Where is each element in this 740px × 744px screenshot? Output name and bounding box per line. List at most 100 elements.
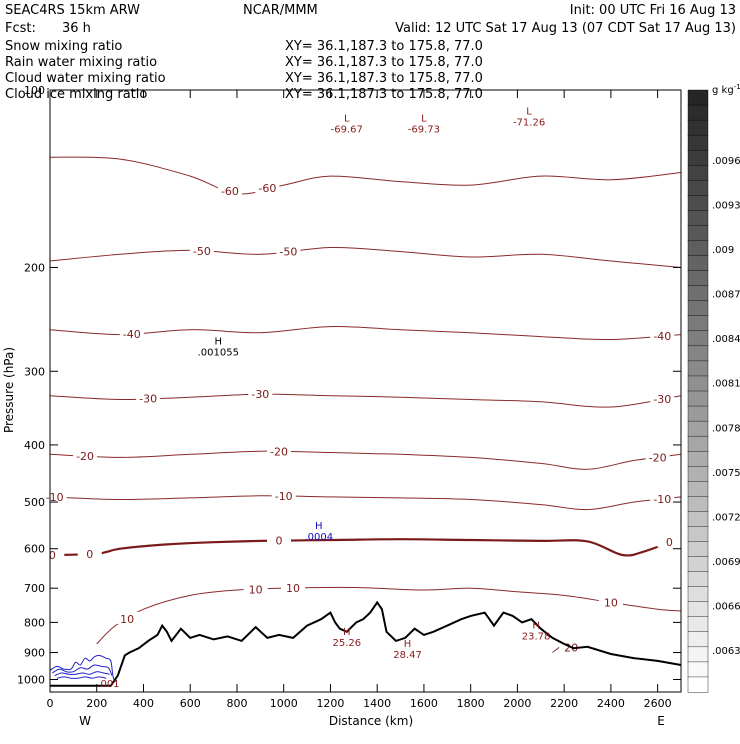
terrain-layer [50,600,682,687]
forecast-hours: 36 h [62,21,91,36]
colorbar-cell [687,195,709,212]
isotherm-label-bg [650,491,675,504]
colorbar-cell [687,315,709,332]
colorbar-cell [687,541,709,558]
extremum-value: -69.73 [408,124,440,135]
west-label: W [79,714,91,728]
colorbar: .0096 .0093 .009 .0087 .0084 .0081 .0078 .0075.… [687,89,740,693]
extremum-marker: H [343,627,351,638]
isotherm-label: -60 [221,185,239,198]
extremum-value: 25.26 [332,638,361,649]
colorbar-cell [687,330,709,347]
cloud-water-contour [49,654,116,683]
isotherm--40 [49,326,682,341]
isotherm-label-bg [645,450,670,463]
colorbar-cell [687,511,709,528]
field-xy-rain: XY= 36.1,187.3 to 175.8, 77.0 [285,55,483,70]
field-xy-cloud-ice: XY= 36.1,187.3 to 175.8, 77.0 [285,87,483,102]
isotherm-label: 0 [86,548,93,561]
isotherm-label: -30 [251,388,269,401]
isotherm-label-bg [243,582,268,595]
cloud-water-contour [54,671,110,677]
colorbar-label: .0066 [712,601,740,612]
isotherm-label-bg [276,244,301,257]
colorbar-label: .0087 [712,290,740,301]
colorbar-cell [687,300,709,317]
extremum-marker: L [344,113,350,124]
colorbar-label: .0075 [712,468,740,479]
x-tick-label: 1400 [363,697,391,710]
extremum-value: -71.26 [513,117,545,128]
isotherm-label-bg [189,243,214,256]
isotherm-label: -50 [193,245,211,258]
x-tick-label: 400 [133,697,154,710]
x-tick-label: 1600 [410,697,438,710]
isotherm--60 [49,156,682,195]
x-tick-label: 600 [180,697,201,710]
x-tick-label: 1800 [457,697,485,710]
isotherm--20 [49,450,682,470]
extremum-value: -69.67 [331,124,363,135]
y-tick-label: 500 [24,496,45,509]
plot-frame [49,89,682,693]
org-title: NCAR/MMM [243,3,318,18]
field-name-cloud-ice: Cloud ice mixing ratio [5,87,147,102]
isotherm-label: -40 [653,330,671,343]
extremum-value: .001 [97,679,119,690]
isotherm-label: 10 [249,583,263,596]
extremum-value: 28.47 [393,650,422,661]
colorbar-cell [687,149,709,166]
colorbar-label: .0072 [712,512,740,523]
x-tick-label: 800 [226,697,247,710]
colorbar-cell [687,586,709,603]
isotherm-label-bg [271,489,296,502]
colorbar-cell [687,496,709,513]
isotherm-label-bg [42,490,67,503]
colorbar-cell [687,134,709,151]
colorbar-cell [687,571,709,588]
extremum-value: .001055 [198,347,239,358]
colorbar-cell [687,435,709,452]
isotherm-label-bg [115,611,140,624]
y-tick-label: 700 [24,582,45,595]
colorbar-cell [687,360,709,377]
isotherm-label-bg [40,547,65,560]
x-tick-label: 1200 [316,697,344,710]
y-tick-label: 300 [24,365,45,378]
x-tick-label: 2000 [503,697,531,710]
isotherm-label-bg [73,448,98,461]
colorbar-cell [687,676,709,693]
colorbar-cell [687,466,709,483]
isotherm-0 [49,536,682,557]
isotherm-label: 0 [666,536,673,549]
colorbar-cell [687,165,709,182]
isotherm-label: 10 [120,613,134,626]
isotherm-label: -30 [139,393,157,406]
colorbar-cell [687,616,709,633]
extremum-value: .0004 [304,532,333,543]
colorbar-cell [687,556,709,573]
isotherm-label-bg [267,444,292,457]
isotherm-label-bg [281,581,306,594]
colorbar-cell [687,210,709,227]
isotherm-label: -30 [653,393,671,406]
colorbar-cell [687,180,709,197]
y-axis-title: Pressure (hPa) [2,347,16,433]
model-title: SEAC4RS 15km ARW [5,3,140,18]
field-name-rain: Rain water mixing ratio [5,55,157,70]
isotherm-label-bg [248,387,273,400]
isotherm-label-bg [119,326,144,339]
valid-time: Valid: 12 UTC Sat 17 Aug 13 (07 CDT Sat … [395,21,736,36]
field-name-snow: Snow mixing ratio [5,39,122,54]
x-tick-label: 1000 [270,697,298,710]
extrema-annotations: H.001055H.0004L-69.67L-69.73L-71.26H25.2… [97,106,550,690]
isotherm-label-bg [255,181,280,194]
colorbar-cell [687,270,709,287]
isotherm-label-bg [598,595,623,608]
colorbar-cell [687,526,709,543]
isotherm-label: -40 [123,328,141,341]
isotherm-label-bg [650,391,675,404]
colorbar-label: .0078 [712,423,740,434]
isotherm-label-bg [217,184,242,197]
colorbar-cell [687,119,709,136]
